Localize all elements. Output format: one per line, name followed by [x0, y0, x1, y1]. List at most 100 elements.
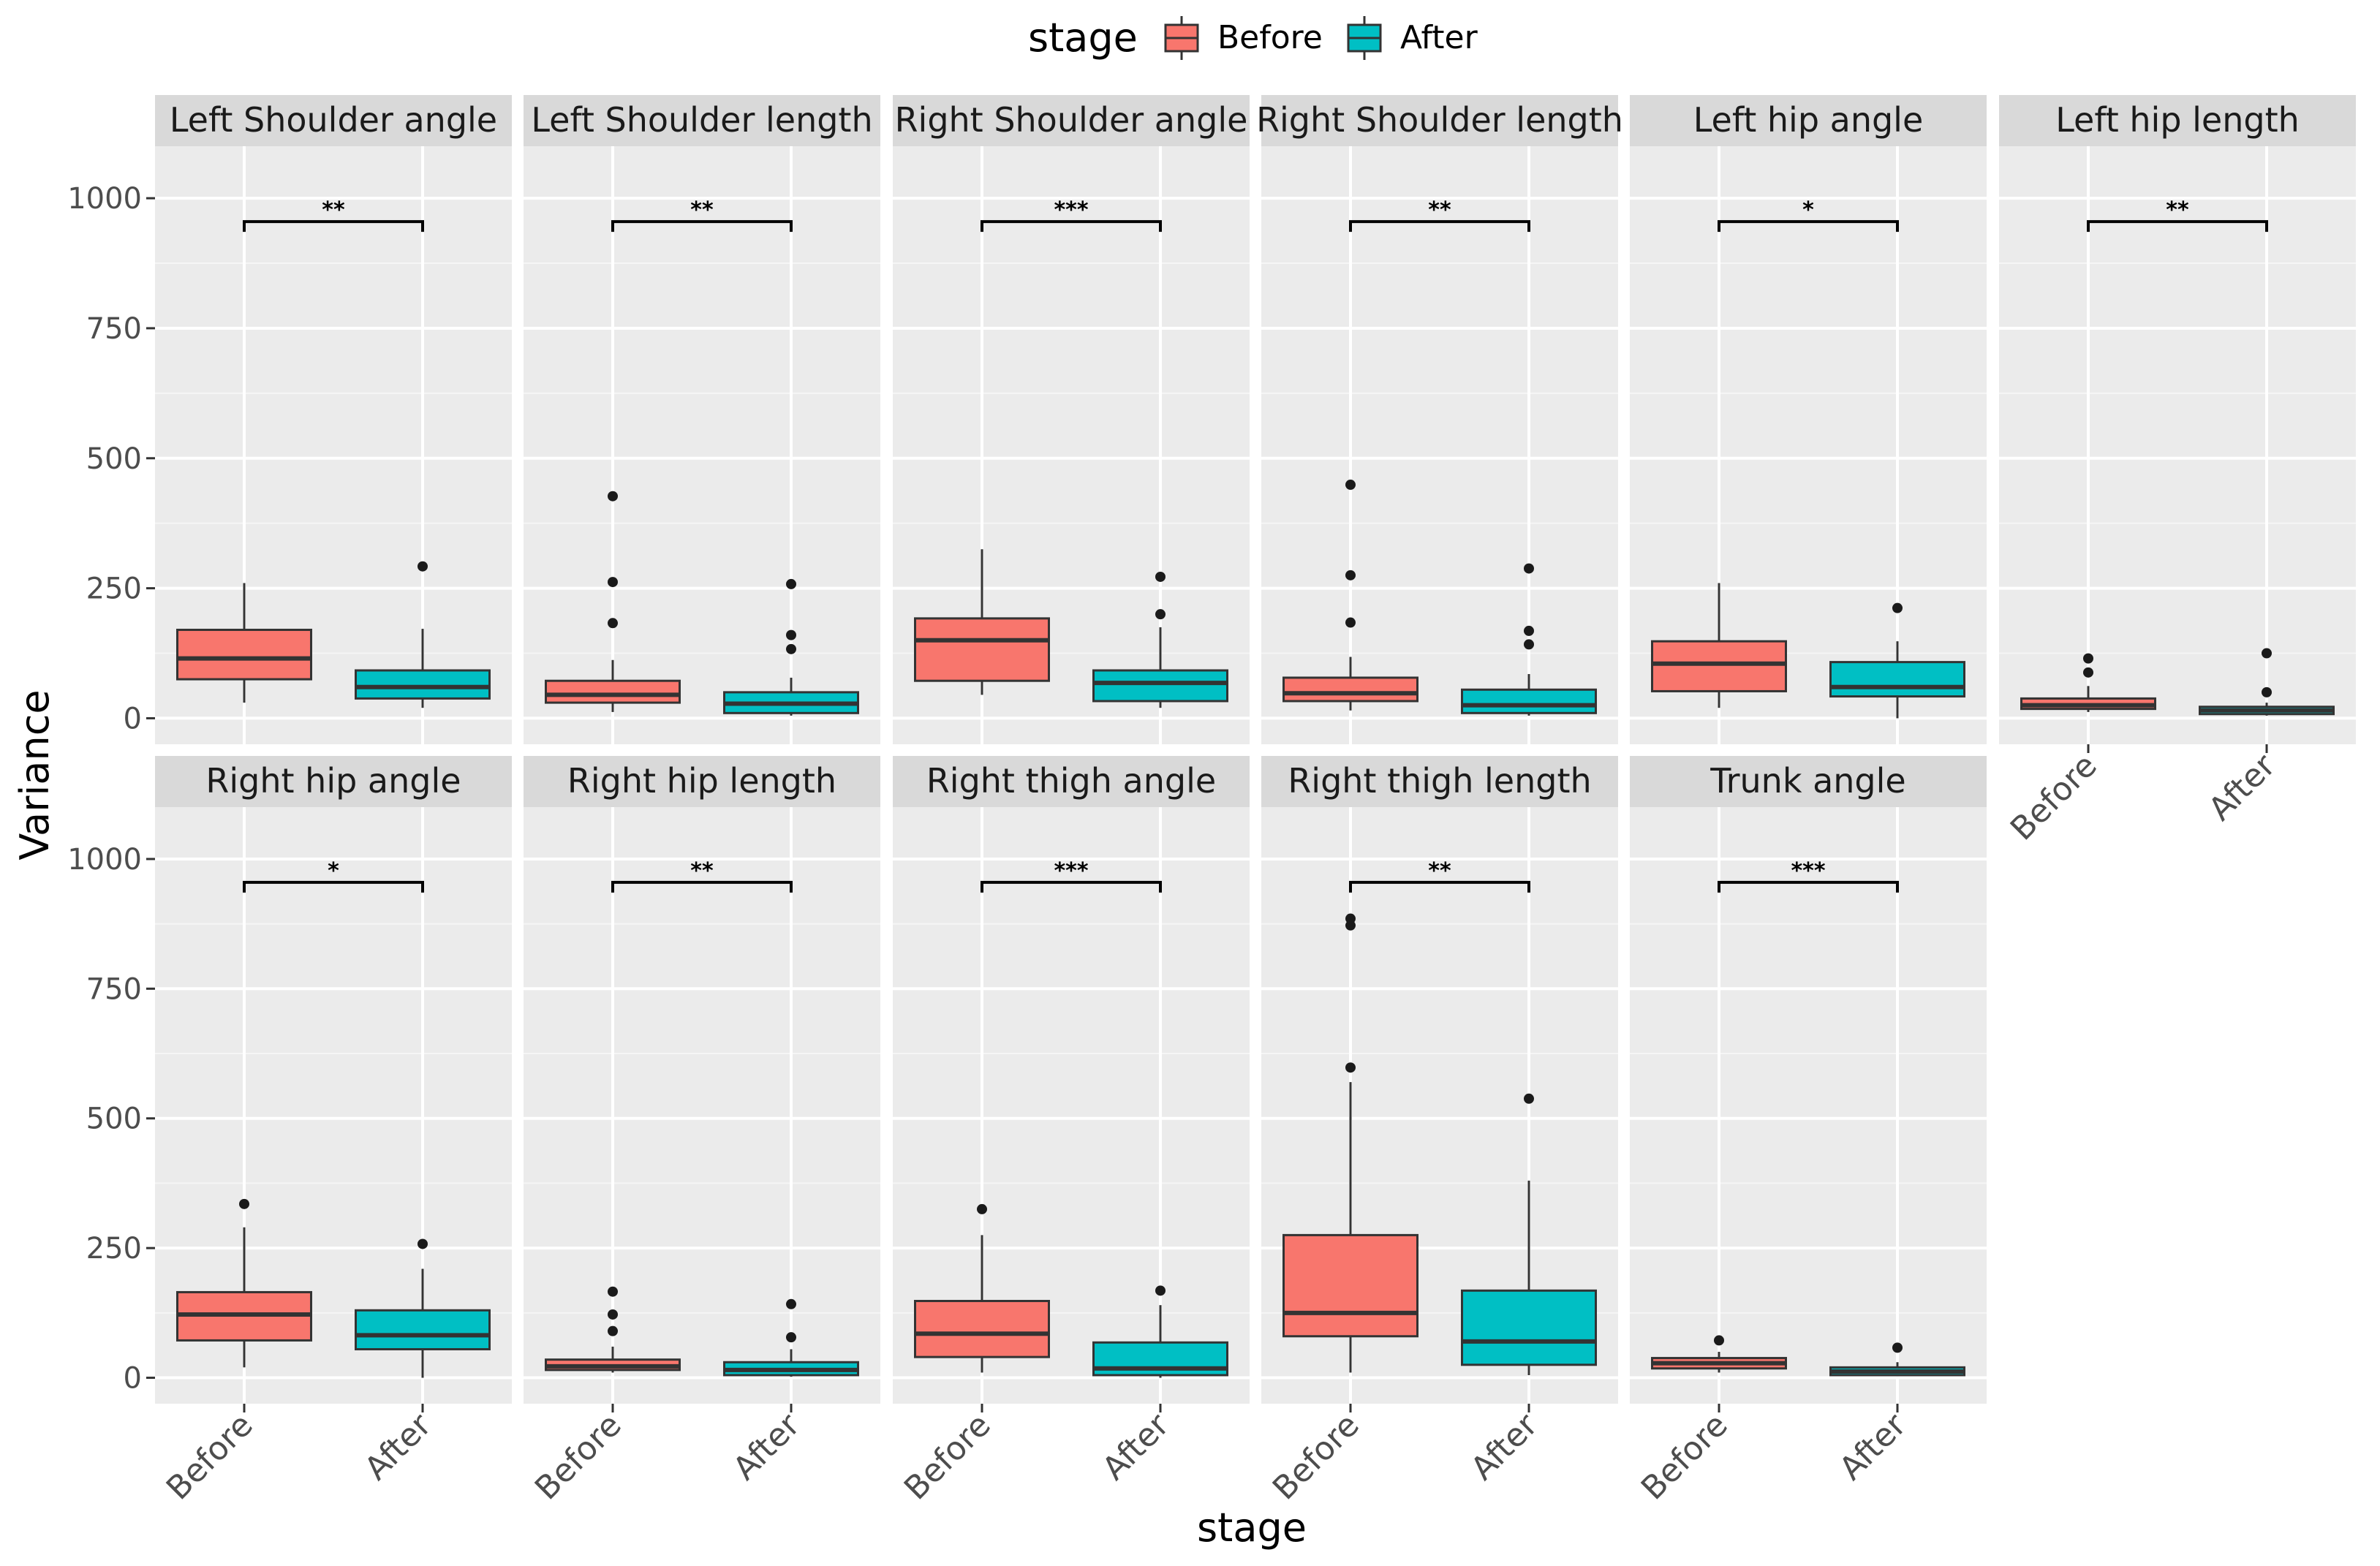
outlier-point: [2083, 653, 2093, 664]
significance-bracket: [243, 220, 424, 232]
outlier-point: [1892, 602, 1903, 613]
outlier-point: [2262, 686, 2272, 697]
panel-strip: [1630, 95, 1987, 146]
outlier-point: [1524, 1093, 1534, 1104]
box-before: [1282, 913, 1418, 1373]
outlier-point: [1345, 570, 1356, 580]
significance-bracket: [981, 220, 1162, 232]
box-after: [723, 578, 859, 716]
significance-bracket: [1718, 220, 1899, 232]
significance-label: ***: [1054, 858, 1088, 884]
box-after: [355, 1238, 491, 1378]
panel-title: Left hip angle: [1693, 100, 1924, 140]
legend: stage Before After: [1028, 15, 1478, 61]
panel-title: Right thigh angle: [926, 761, 1216, 801]
significance-label: **: [690, 858, 714, 884]
box-iqr: [914, 617, 1050, 682]
outlier-point: [1345, 480, 1356, 491]
box-after: [1092, 1285, 1228, 1378]
outlier-point: [786, 578, 796, 589]
x-tick-label: Before: [159, 1407, 260, 1508]
panel-strip: [893, 95, 1250, 146]
outlier-point: [608, 491, 618, 502]
box-iqr: [914, 1300, 1050, 1358]
box-iqr: [1282, 676, 1418, 703]
box-after: [1092, 571, 1228, 708]
panel-title: Right hip length: [567, 761, 836, 801]
legend-entry-before: Before: [1164, 16, 1323, 60]
legend-label-after: After: [1400, 19, 1478, 56]
panels: Left Shoulder angle**02505007501000Left …: [67, 95, 2356, 1508]
y-tick-label: 750: [86, 312, 142, 346]
panel-strip: [1261, 756, 1618, 807]
panel-strip: [1630, 756, 1987, 807]
x-tick-label: Before: [1266, 1407, 1367, 1508]
outlier-point: [1155, 609, 1166, 620]
outlier-point: [1524, 625, 1534, 636]
box-after: [1461, 1093, 1597, 1375]
y-tick-label: 0: [124, 702, 142, 735]
legend-entry-after: After: [1347, 16, 1478, 60]
y-tick-label: 1000: [67, 182, 142, 216]
outlier-point: [786, 629, 796, 640]
box-before: [914, 1203, 1050, 1373]
outlier-point: [1524, 639, 1534, 650]
significance-label: ***: [1791, 858, 1825, 884]
outlier-point: [608, 618, 618, 629]
x-tick-label: After: [2202, 746, 2283, 828]
box-before: [1651, 1335, 1787, 1373]
outlier-point: [1155, 1285, 1166, 1296]
panel-background: [1261, 146, 1618, 744]
panel-background: [1999, 146, 2356, 744]
panel-background: [524, 807, 880, 1404]
significance-label: **: [2166, 197, 2189, 223]
panel-left-hip-angle: Left hip angle *: [1630, 95, 1987, 744]
panel-strip: [1261, 95, 1618, 146]
panel-right-thigh-angle: Right thigh angle *** Before After: [893, 756, 1250, 1508]
box-after: [723, 1298, 859, 1377]
x-tick-label: After: [1095, 1406, 1176, 1487]
box-iqr: [545, 679, 681, 704]
panel-title: Right hip angle: [205, 761, 461, 801]
significance-bracket: [611, 880, 793, 893]
box-iqr: [1282, 1233, 1418, 1338]
panel-background: [524, 146, 880, 744]
significance-bracket: [981, 880, 1162, 893]
box-after: [1461, 563, 1597, 716]
box-iqr: [1651, 640, 1787, 692]
significance-label: **: [1428, 197, 1451, 223]
panel-strip: [155, 756, 512, 807]
outlier-point: [418, 561, 428, 572]
panel-title: Right Shoulder angle: [895, 100, 1248, 140]
outlier-point: [786, 1298, 796, 1309]
outlier-point: [1714, 1335, 1724, 1346]
y-tick-label: 500: [86, 442, 142, 476]
significance-label: **: [322, 197, 345, 223]
y-tick-label: 0: [124, 1362, 142, 1396]
outlier-point: [608, 577, 618, 588]
panel-strip: [893, 756, 1250, 807]
panel-title: Trunk angle: [1710, 761, 1905, 801]
significance-label: **: [1428, 858, 1451, 884]
panel-trunk-angle: Trunk angle *** Before After: [1630, 756, 1987, 1508]
panel-right-thigh-length: Right thigh length ** Before After: [1261, 756, 1618, 1508]
significance-label: *: [328, 858, 339, 884]
significance-bracket: [2087, 220, 2268, 232]
box-before: [2020, 653, 2156, 712]
panel-right-hip-length: Right hip length ** Before After: [524, 756, 880, 1508]
panel-title: Left Shoulder length: [531, 100, 872, 140]
x-tick-label: After: [726, 1406, 807, 1487]
box-iqr: [1461, 688, 1597, 714]
significance-label: ***: [1054, 197, 1088, 223]
y-tick-label: 250: [86, 1232, 142, 1266]
y-tick-label: 250: [86, 572, 142, 606]
box-after: [1829, 602, 1965, 719]
outlier-point: [608, 1325, 618, 1336]
box-after: [2199, 648, 2335, 716]
box-before: [176, 583, 312, 703]
y-tick-label: 500: [86, 1102, 142, 1136]
x-tick-label: After: [358, 1406, 439, 1487]
significance-label: *: [1802, 197, 1814, 223]
outlier-point: [239, 1198, 249, 1209]
